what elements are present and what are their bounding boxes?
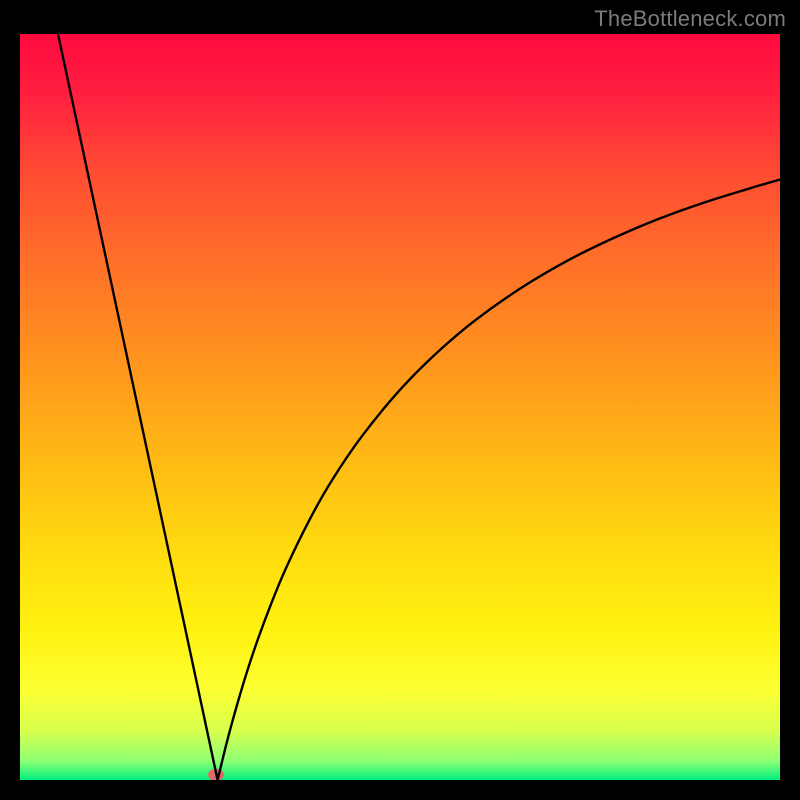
bottleneck-curve-line (58, 34, 780, 780)
watermark-text: TheBottleneck.com (594, 6, 786, 32)
plot-area (20, 34, 780, 780)
optimum-marker (208, 769, 224, 780)
bottleneck-curve (20, 34, 780, 780)
